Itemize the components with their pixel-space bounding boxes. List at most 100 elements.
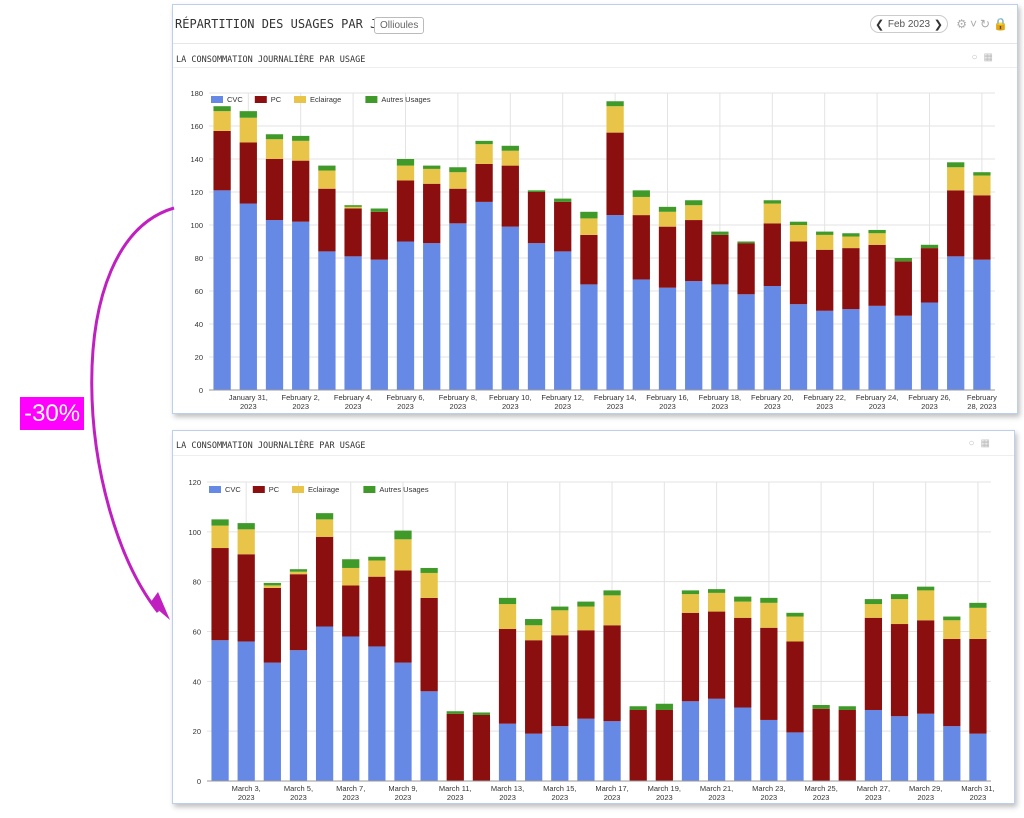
y-tick-label: 120	[190, 188, 203, 197]
bar-segment-pc	[606, 132, 624, 216]
circle-icon[interactable]: ○	[968, 438, 981, 449]
gear-icon[interactable]: ⚙˅	[956, 17, 980, 31]
bar-segment-pc	[864, 617, 883, 710]
bar-segment-eclairage	[394, 539, 412, 571]
bar-segment-eclairage	[580, 218, 598, 235]
bar-segment-autres-usages	[368, 556, 386, 561]
x-tick-label-line: March 23,	[752, 784, 785, 793]
bar-segment-pc	[420, 597, 438, 692]
chevron-left-icon[interactable]: ❮	[875, 18, 885, 31]
bar-segment-pc	[685, 220, 703, 282]
bar-segment-cvc	[603, 721, 621, 781]
bar-segment-eclairage	[525, 625, 543, 641]
x-tick-label: March 29, 2023	[909, 784, 942, 802]
bar-segment-pc	[265, 159, 284, 221]
x-tick-label-line: 2023	[238, 793, 255, 802]
x-tick-label-line: 2023	[761, 793, 778, 802]
bar-segment-autres-usages	[629, 706, 647, 710]
bar-segment-autres-usages	[655, 703, 673, 710]
bar-segment-cvc	[396, 241, 415, 390]
x-tick-label-line: March 15,	[543, 784, 576, 793]
x-tick-label-line: March 3,	[232, 784, 261, 793]
bar-segment-pc	[890, 624, 909, 717]
bar-segment-autres-usages	[603, 590, 621, 596]
bar-segment-eclairage	[265, 139, 284, 159]
bar-segment-eclairage	[969, 607, 987, 639]
bar-segment-eclairage	[501, 150, 519, 166]
lock-icon[interactable]: 🔒	[993, 17, 1011, 31]
bar-segment-autres-usages	[554, 198, 572, 202]
top-dashboard-panel: RÉPARTITION DES USAGES PAR JOUR˅ Ollioul…	[172, 4, 1018, 414]
bar-segment-eclairage	[890, 599, 909, 625]
refresh-icon[interactable]: ↻	[979, 17, 994, 31]
bar-segment-autres-usages	[577, 601, 595, 607]
bar-segment-cvc	[868, 305, 886, 390]
x-tick-label-line: February 4,	[334, 393, 372, 402]
bar-segment-pc	[842, 248, 860, 310]
legend-label: CVC	[227, 95, 243, 104]
bar-segment-cvc	[239, 203, 257, 390]
bar-segment-eclairage	[292, 140, 310, 161]
x-tick-label-line: 2023	[712, 402, 729, 411]
bar-segment-cvc	[786, 732, 804, 781]
x-tick-label: January 31, 2023	[229, 393, 268, 411]
bar-segment-autres-usages	[420, 567, 438, 573]
y-tick-label: 40	[193, 677, 201, 686]
bar-segment-autres-usages	[527, 190, 546, 192]
bar-segment-pc	[734, 617, 752, 708]
bar-segment-pc	[838, 709, 856, 781]
bar-segment-autres-usages	[423, 165, 441, 169]
bar-segment-pc	[737, 243, 755, 295]
bar-segment-cvc	[973, 259, 991, 390]
bar-segment-cvc	[580, 284, 598, 390]
bar-segment-autres-usages	[501, 145, 519, 151]
bar-segment-autres-usages	[315, 513, 334, 520]
bar-segment-cvc	[318, 251, 336, 390]
bar-segment-eclairage	[368, 560, 386, 577]
period-navigator: ❮ Feb 2023 ❯	[870, 15, 948, 33]
bar-segment-pc	[370, 211, 388, 260]
x-tick-label: March 5, 2023	[284, 784, 313, 802]
bar-segment-pc	[239, 142, 257, 204]
bar-segment-autres-usages	[864, 599, 883, 605]
table-icon[interactable]: ▦	[980, 438, 996, 449]
arrow-curve	[90, 206, 175, 613]
bar-segment-eclairage	[213, 111, 231, 131]
x-tick-label-line: 2023	[708, 793, 725, 802]
x-tick-label-line: January 31,	[229, 393, 268, 402]
bar-segment-pc	[475, 163, 493, 202]
circle-icon[interactable]: ○	[971, 52, 984, 63]
bar-segment-pc	[629, 709, 647, 781]
bar-segment-pc	[812, 708, 830, 781]
bar-segment-autres-usages	[711, 231, 729, 235]
x-tick-label: March 3, 2023	[232, 784, 261, 802]
x-tick-label-line: February 8,	[439, 393, 477, 402]
bar-segment-autres-usages	[943, 616, 961, 621]
bar-segment-autres-usages	[763, 200, 781, 204]
bar-segment-autres-usages	[868, 229, 886, 234]
chevron-right-icon[interactable]: ❯	[933, 18, 943, 31]
site-selector-button[interactable]: Ollioules	[374, 17, 425, 34]
bar-segment-autres-usages	[551, 606, 569, 611]
x-tick-label-line: 2023	[921, 402, 938, 411]
x-tick-label-line: March 21,	[700, 784, 733, 793]
bar-segment-cvc	[263, 662, 281, 781]
bar-segment-pc	[525, 640, 543, 734]
bar-segment-eclairage	[760, 602, 778, 628]
table-icon[interactable]: ▦	[983, 52, 999, 63]
bar-segment-cvc	[734, 707, 752, 781]
bar-segment-pc	[498, 629, 517, 724]
bar-segment-cvc	[289, 650, 308, 781]
x-tick-label-line: February 10,	[489, 393, 532, 402]
bar-segment-pc	[449, 188, 467, 224]
bar-segment-eclairage	[707, 592, 726, 612]
bar-segment-autres-usages	[446, 711, 464, 714]
y-tick-label: 120	[188, 478, 201, 487]
x-tick-label-line: 2023	[502, 402, 519, 411]
bar-segment-cvc	[685, 281, 703, 390]
bar-segment-autres-usages	[237, 523, 255, 530]
x-tick-label-line: 2023	[292, 402, 309, 411]
bar-segment-pc	[655, 709, 673, 781]
x-tick-label: February 18, 2023	[699, 393, 742, 411]
